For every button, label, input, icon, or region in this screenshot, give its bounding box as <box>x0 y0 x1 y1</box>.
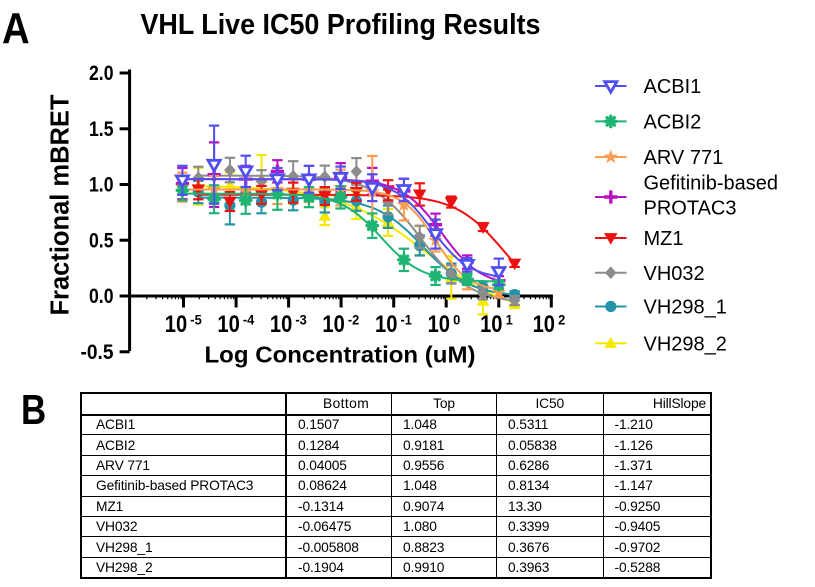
svg-text:ACBI1: ACBI1 <box>644 76 702 98</box>
svg-text:10: 10 <box>375 311 397 338</box>
svg-text:-3: -3 <box>295 312 307 328</box>
svg-text:-5: -5 <box>190 312 202 328</box>
svg-text:1: 1 <box>506 312 513 328</box>
svg-text:2.0: 2.0 <box>89 62 114 85</box>
svg-text:1.0: 1.0 <box>89 174 114 197</box>
svg-text:VH298_1: VH298_1 <box>644 297 727 319</box>
svg-text:Fractional mBRET: Fractional mBRET <box>47 94 75 315</box>
svg-text:10: 10 <box>533 311 555 338</box>
svg-text:VH032: VH032 <box>644 263 705 285</box>
svg-text:0: 0 <box>453 312 460 328</box>
svg-text:-0.5: -0.5 <box>81 341 114 364</box>
svg-text:10: 10 <box>217 311 239 338</box>
svg-text:MZ1: MZ1 <box>644 228 684 250</box>
svg-text:-1: -1 <box>401 312 413 328</box>
svg-text:VH298_2: VH298_2 <box>644 334 727 356</box>
svg-text:Log Concentration (uM): Log Concentration (uM) <box>205 342 476 368</box>
svg-text:10: 10 <box>165 311 187 338</box>
svg-text:10: 10 <box>322 311 344 338</box>
svg-text:10: 10 <box>270 311 292 338</box>
svg-text:1.5: 1.5 <box>89 118 114 141</box>
svg-text:Gefitinib-based: Gefitinib-based <box>644 173 779 195</box>
svg-text:-2: -2 <box>348 312 360 328</box>
svg-text:0.0: 0.0 <box>89 285 114 308</box>
svg-text:2: 2 <box>558 312 565 328</box>
svg-text:10: 10 <box>428 311 450 338</box>
svg-text:ARV 771: ARV 771 <box>644 147 724 169</box>
svg-text:PROTAC3: PROTAC3 <box>644 198 737 220</box>
svg-text:-4: -4 <box>243 312 255 328</box>
svg-text:0.5: 0.5 <box>89 229 114 252</box>
svg-text:10: 10 <box>480 311 502 338</box>
svg-text:VHL Live IC50 Profiling Result: VHL Live IC50 Profiling Results <box>141 9 541 41</box>
svg-text:ACBI2: ACBI2 <box>644 112 702 134</box>
